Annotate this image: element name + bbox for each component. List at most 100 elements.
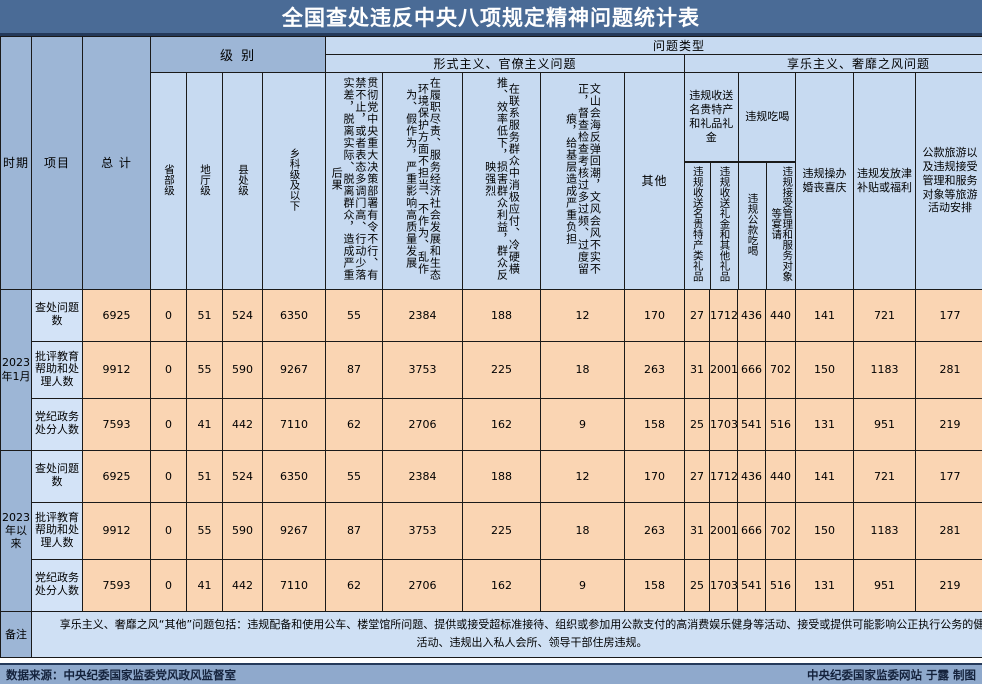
- statistics-table: 时期 项目 总 计 级 别 问题类型 形式主义、官僚主义问题 享乐主义、奢靡之风…: [0, 36, 982, 658]
- cell-value: 2001: [709, 501, 739, 560]
- cell-value: 1183: [853, 340, 917, 399]
- cell-total: 7593: [82, 558, 151, 612]
- cell-value: 41: [186, 397, 223, 451]
- cell-value: 55: [186, 340, 223, 399]
- footnote-row: 备注 享乐主义、奢靡之风“其他”问题包括：违规配备和使用公车、楼堂馆所问题、提供…: [0, 610, 982, 658]
- cell-value: 0: [150, 340, 187, 399]
- cell-value: 1183: [853, 501, 917, 560]
- cell-value: 702: [765, 340, 797, 399]
- cell-value: 263: [624, 501, 686, 560]
- header-total: 总 计: [82, 36, 151, 290]
- cell-value: 516: [765, 558, 797, 612]
- cell-value: 702: [765, 501, 797, 560]
- header-level-township: 乡科级及以下: [261, 72, 327, 290]
- cell-value: 62: [325, 558, 384, 612]
- cell-value: 2706: [382, 397, 464, 451]
- cell-value: 0: [150, 558, 187, 612]
- header-hedonism-gift-specialty: 违规收送名贵特产类礼品: [685, 161, 711, 289]
- cell-total: 9912: [82, 501, 151, 560]
- cell-value: 25: [684, 397, 711, 451]
- cell-value: 18: [540, 340, 626, 399]
- cell-total: 6925: [82, 288, 151, 342]
- cell-value: 951: [853, 558, 917, 612]
- cell-value: 440: [765, 288, 797, 342]
- table-row: 2023年以来 查处问题数 6925 0 51 524 6350 55 2384…: [0, 449, 982, 612]
- page-title: 全国查处违反中央八项规定精神问题统计表: [282, 5, 700, 30]
- cell-value: 1712: [709, 288, 739, 342]
- header-formalism-other: 其他: [624, 72, 686, 290]
- cell-value: 541: [737, 397, 767, 451]
- table-row: 批评教育帮助和处理人数 9912 0 55 590 9267 87 3753 2…: [1, 340, 982, 399]
- cell-value: 27: [684, 288, 711, 342]
- data-source-text: 数据来源：中央纪委国家监委党风政风监督室: [6, 667, 236, 682]
- cell-value: 31: [684, 340, 711, 399]
- table-row: 2023年1月 查处问题数 6925 0 51 524 6350 55 2384…: [0, 288, 982, 451]
- cell-value: 442: [222, 397, 263, 451]
- header-level-prefecture: 地厅级: [186, 72, 223, 290]
- header-period: 时期: [0, 36, 32, 290]
- cell-value: 440: [765, 449, 797, 503]
- header-hedonism-allowances: 违规发放津补贴或福利: [853, 72, 917, 290]
- header-formalism-col-2: 在履职尽责、服务经济社会发展和生态环境保护方面不担当、不作为、乱作为、假作为，严…: [382, 72, 464, 290]
- cell-total: 9912: [82, 340, 151, 399]
- cell-value: 51: [186, 449, 223, 503]
- cell-value: 0: [150, 449, 187, 503]
- cell-value: 177: [915, 288, 982, 342]
- cell-value: 281: [915, 501, 982, 560]
- row-label: 批评教育帮助和处理人数: [31, 340, 83, 399]
- credit-text: 中央纪委国家监委网站 于露 制图: [806, 667, 976, 682]
- header-category-formalism: 形式主义、官僚主义问题: [325, 54, 686, 73]
- cell-value: 6350: [261, 288, 327, 342]
- header-hedonism-nested: 违规收送名贵特产和礼品礼金 违规吃喝 违规收送名: [684, 72, 797, 290]
- cell-value: 158: [624, 397, 686, 451]
- cell-value: 51: [186, 288, 223, 342]
- cell-value: 9: [540, 558, 626, 612]
- cell-value: 55: [186, 501, 223, 560]
- source-bar: 数据来源：中央纪委国家监委党风政风监督室 中央纪委国家监委网站 于露 制图: [0, 663, 982, 684]
- cell-value: 590: [222, 501, 263, 560]
- cell-value: 1703: [709, 397, 739, 451]
- cell-value: 2384: [382, 288, 464, 342]
- cell-value: 666: [737, 501, 767, 560]
- cell-value: 281: [915, 340, 982, 399]
- row-label: 党纪政务处分人数: [31, 558, 83, 612]
- cell-value: 12: [540, 449, 626, 503]
- cell-value: 150: [795, 340, 855, 399]
- cell-value: 2384: [382, 449, 464, 503]
- cell-value: 188: [462, 288, 542, 342]
- cell-value: 25: [684, 558, 711, 612]
- header-hedonism-dining-banquet: 违规接受管理和服务对象等宴请: [765, 161, 795, 289]
- cell-value: 0: [150, 288, 187, 342]
- cell-value: 87: [325, 501, 384, 560]
- cell-value: 3753: [382, 501, 464, 560]
- row-label: 查处问题数: [31, 288, 83, 342]
- cell-value: 141: [795, 288, 855, 342]
- cell-value: 162: [462, 558, 542, 612]
- header-hedonism-gift-money: 违规收送礼金和其他礼品: [709, 161, 739, 289]
- cell-value: 188: [462, 449, 542, 503]
- cell-value: 6350: [261, 449, 327, 503]
- cell-value: 9267: [261, 340, 327, 399]
- cell-value: 31: [684, 501, 711, 560]
- cell-value: 12: [540, 288, 626, 342]
- cell-value: 0: [150, 397, 187, 451]
- cell-value: 177: [915, 449, 982, 503]
- cell-value: 524: [222, 288, 263, 342]
- header-category-hedonism: 享乐主义、奢靡之风问题: [684, 54, 982, 73]
- table-row: 党纪政务处分人数 7593 0 41 442 7110 62 2706 162 …: [1, 397, 982, 451]
- cell-value: 541: [737, 558, 767, 612]
- cell-value: 158: [624, 558, 686, 612]
- header-formalism-col-1: 贯彻党中央重大决策部署有令不行、有禁不止，或者表态多调门高、行动少落实差，脱离实…: [325, 72, 384, 290]
- header-hedonism-weddings: 违规操办婚丧喜庆: [795, 72, 855, 290]
- row-label: 查处问题数: [31, 449, 83, 503]
- cell-value: 590: [222, 340, 263, 399]
- cell-value: 162: [462, 397, 542, 451]
- header-formalism-col-4: 文山会海反弹回潮，文风会风不实不正，督查检查考核过多过频、过度留痕，给基层造成严…: [540, 72, 626, 290]
- cell-value: 141: [795, 449, 855, 503]
- cell-value: 131: [795, 558, 855, 612]
- header-row-subcolumns: 省部级 地厅级 县处级 乡科级及以下 贯彻党中央重大决策部署有令不行、有禁不止，…: [1, 72, 982, 290]
- cell-value: 55: [325, 288, 384, 342]
- header-hedonism-dining-group: 违规吃喝: [737, 73, 795, 162]
- cell-value: 170: [624, 288, 686, 342]
